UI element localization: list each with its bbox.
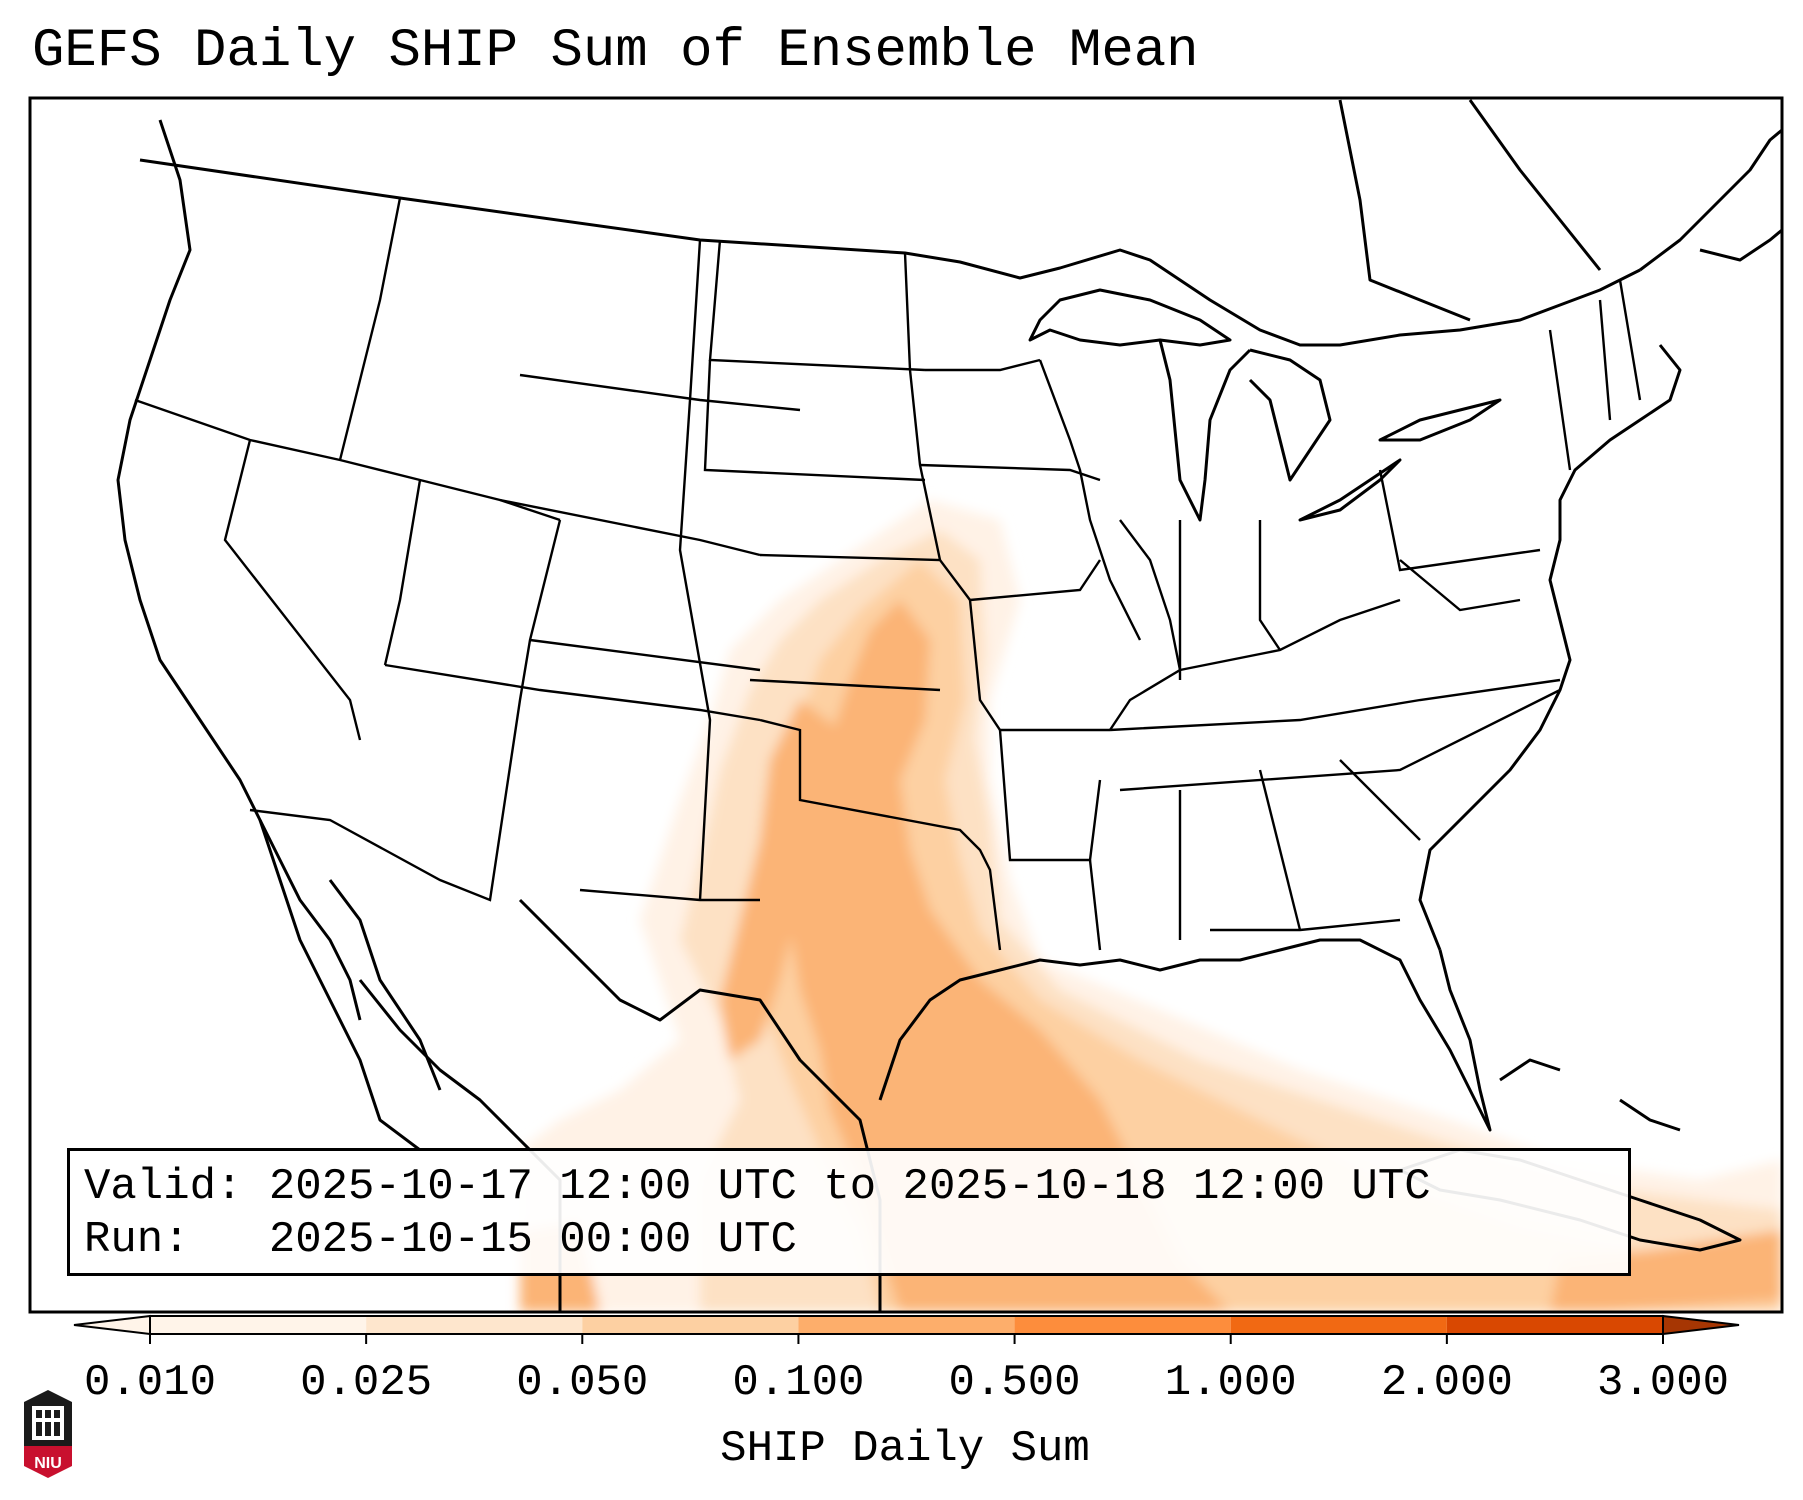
colorbar-tick-label: 3.000 [1596, 1358, 1730, 1408]
colorbar-tick-label: 2.000 [1380, 1358, 1513, 1408]
colorbar-tick-label: 0.010 [83, 1358, 217, 1408]
run-label: Run: [84, 1215, 190, 1265]
colorbar-tick-label: 0.500 [948, 1358, 1081, 1408]
valid-value: 2025-10-17 12:00 UTC to 2025-10-18 12:00… [268, 1162, 1431, 1212]
colorbar-segment [582, 1316, 799, 1334]
state-boundaries [134, 197, 1642, 951]
ship-field [520, 500, 1782, 1312]
run-value: 2025-10-15 00:00 UTC [268, 1215, 797, 1265]
colorbar-segment [798, 1316, 1015, 1334]
colorbar-segment [366, 1316, 583, 1334]
colorbar-frame [149, 1315, 1664, 1335]
map-frame [28, 96, 1784, 1314]
valid-run-box: Valid: 2025-10-17 12:00 UTC to 2025-10-1… [67, 1148, 1631, 1276]
colorbar-segment [150, 1316, 367, 1334]
colorbar-extend-high [1662, 1314, 1740, 1336]
map-title: GEFS Daily SHIP Sum of Ensemble Mean [32, 21, 1199, 82]
colorbar-tick-label: 0.050 [516, 1358, 649, 1408]
niu-logo-icon: NIU [24, 1390, 72, 1478]
colorbar-segment [1230, 1316, 1447, 1334]
colorbar-segment [1446, 1316, 1663, 1334]
colorbar-label: SHIP Daily Sum [720, 1424, 1090, 1474]
svg-text:NIU: NIU [34, 1455, 62, 1472]
colorbar-segment [1014, 1316, 1231, 1334]
colorbar-extend-low [73, 1314, 151, 1336]
colorbar-tick-label: 0.100 [732, 1358, 865, 1408]
valid-label: Valid: [84, 1162, 243, 1212]
colorbar-tick-label: 1.000 [1164, 1358, 1297, 1408]
colorbar-tick-label: 0.025 [300, 1358, 433, 1408]
colorbar [73, 1314, 1740, 1344]
